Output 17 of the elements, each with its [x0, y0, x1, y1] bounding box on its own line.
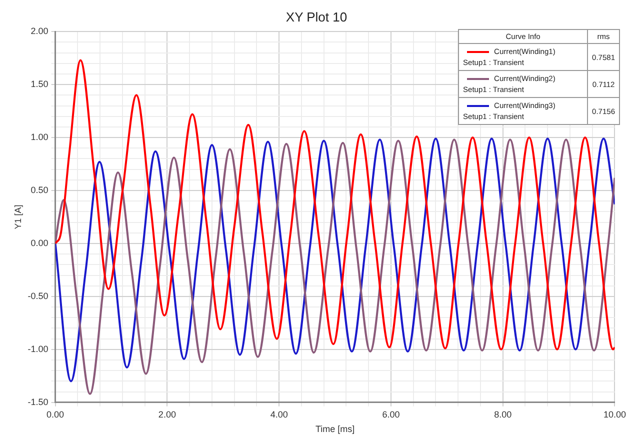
x-tick-label: 0.00: [46, 409, 64, 420]
y-tick-label: 2.00: [30, 26, 48, 36]
y-tick-label: 1.50: [30, 79, 48, 90]
chart-title: XY Plot 10: [286, 9, 348, 24]
x-tick-label: 10.00: [603, 409, 626, 420]
x-axis-title: Time [ms]: [315, 424, 355, 434]
y-tick-label: -1.00: [28, 344, 48, 354]
y-tick-label: 0.50: [30, 185, 48, 195]
y-tick-label: 1.00: [30, 132, 48, 142]
y-tick-label: -0.50: [28, 290, 48, 301]
y-tick-label: 0.00: [30, 238, 48, 248]
x-tick-label: 2.00: [158, 409, 176, 420]
y-axis-title: Y1 [A]: [12, 204, 23, 230]
x-tick-label: 8.00: [494, 409, 512, 420]
x-tick-label: 4.00: [270, 409, 288, 420]
x-tick-label: 6.00: [382, 409, 400, 420]
y-tick-label: -1.50: [28, 396, 48, 407]
